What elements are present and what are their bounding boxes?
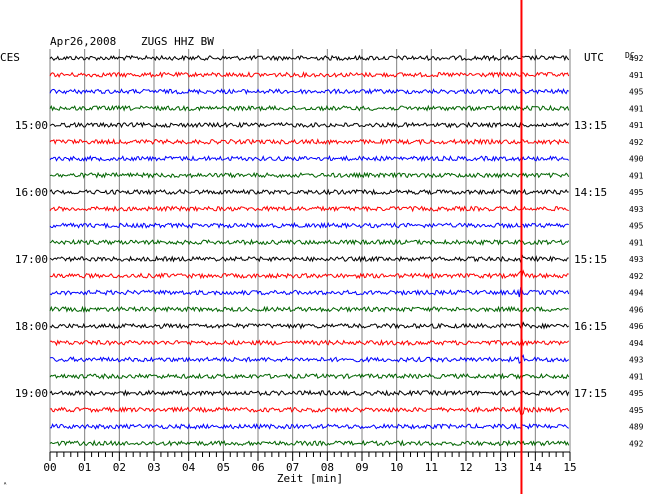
left-hour-label: 19:00	[15, 387, 48, 400]
x-tick-label-08: 08	[321, 461, 334, 474]
dc-value: 489	[629, 423, 644, 432]
dc-value: 495	[629, 188, 644, 197]
right-hour-labels: 13:15 14:15 15:15 16:15 17:15	[574, 119, 607, 400]
x-axis-label: Zeit [min]	[277, 472, 343, 485]
seismic-traces	[49, 54, 570, 447]
x-tick-label-13: 13	[494, 461, 507, 474]
trace-14	[49, 286, 570, 298]
dc-value: 492	[629, 138, 644, 147]
trace-6	[49, 154, 570, 163]
corner-mark: ᴬ	[3, 480, 7, 489]
x-tick-label-09: 09	[355, 461, 368, 474]
dc-value: 490	[629, 155, 644, 164]
trace-21	[49, 406, 570, 416]
right-hour-label: 17:15	[574, 387, 607, 400]
left-zone-label: CES	[0, 51, 20, 64]
dc-label: DC	[625, 51, 635, 60]
dc-value: 492	[629, 54, 644, 63]
trace-12	[49, 252, 569, 264]
trace-13	[49, 269, 569, 280]
x-tick-label-00: 00	[43, 461, 56, 474]
grid-lines	[49, 49, 571, 452]
dc-value: 495	[629, 406, 644, 415]
x-tick-label-14: 14	[529, 461, 543, 474]
trace-8	[49, 188, 569, 196]
dc-value: 495	[629, 222, 644, 231]
header-station: ZUGS HHZ BW	[141, 35, 214, 48]
trace-0	[49, 54, 570, 62]
trace-20	[49, 389, 570, 397]
trace-9	[49, 205, 569, 213]
trace-15	[49, 305, 569, 314]
left-hour-label: 15:00	[15, 119, 48, 132]
trace-22	[49, 422, 569, 430]
x-tick-label-15: 15	[563, 461, 576, 474]
trace-16	[49, 321, 569, 330]
x-tick-label-11: 11	[425, 461, 438, 474]
dc-value: 493	[629, 205, 644, 214]
right-hour-label: 16:15	[574, 320, 607, 333]
dc-value: 491	[629, 71, 644, 80]
x-tick-label-05: 05	[217, 461, 230, 474]
right-hour-label: 13:15	[574, 119, 607, 132]
dc-value: 491	[629, 121, 644, 130]
dc-value: 491	[629, 372, 644, 381]
x-tick-label-07: 07	[286, 461, 299, 474]
right-zone-label: UTC	[584, 51, 604, 64]
trace-11	[49, 238, 570, 246]
x-tick-label-02: 02	[113, 461, 126, 474]
x-tick-label-04: 04	[182, 461, 196, 474]
x-tick-label-03: 03	[147, 461, 160, 474]
left-hour-label: 16:00	[15, 186, 48, 199]
x-tick-label-12: 12	[459, 461, 472, 474]
left-hour-label: 18:00	[15, 320, 48, 333]
header-date: Apr26,2008	[50, 35, 116, 48]
trace-1	[49, 70, 570, 79]
trace-3	[49, 104, 570, 112]
x-tick-label-06: 06	[251, 461, 264, 474]
x-tick-label-01: 01	[78, 461, 91, 474]
dc-value: 494	[629, 289, 644, 298]
dc-value: 491	[629, 104, 644, 113]
right-hour-label: 15:15	[574, 253, 607, 266]
trace-18	[49, 354, 569, 364]
dc-value: 491	[629, 238, 644, 247]
dc-value: 496	[629, 322, 644, 331]
left-hour-labels: 15:00 16:00 17:00 18:00 19:00	[15, 119, 48, 400]
dc-value: 495	[629, 389, 644, 398]
dc-value: 494	[629, 339, 644, 348]
trace-5	[49, 138, 570, 146]
dc-value: 493	[629, 356, 644, 365]
dc-value: 492	[629, 439, 644, 448]
trace-7	[49, 171, 570, 179]
dc-value: 492	[629, 272, 644, 281]
dc-value: 491	[629, 171, 644, 180]
dc-value: 495	[629, 88, 644, 97]
left-hour-label: 17:00	[15, 253, 48, 266]
trace-4	[49, 121, 570, 129]
dc-value-labels: 492 491 495 491 491 492 490 491 495 493 495 491 493 4…	[629, 54, 644, 448]
trace-23	[49, 439, 570, 447]
dc-value: 496	[629, 305, 644, 314]
x-axis: 00 01 02 03 04 05 06 07 08 09 10 11 12 13 14 15	[43, 451, 577, 474]
dc-value: 493	[629, 255, 644, 264]
trace-19	[49, 372, 570, 380]
trace-17	[49, 338, 570, 347]
right-hour-label: 14:15	[574, 186, 607, 199]
trace-10	[49, 221, 569, 230]
x-tick-label-10: 10	[390, 461, 403, 474]
trace-2	[49, 87, 569, 96]
